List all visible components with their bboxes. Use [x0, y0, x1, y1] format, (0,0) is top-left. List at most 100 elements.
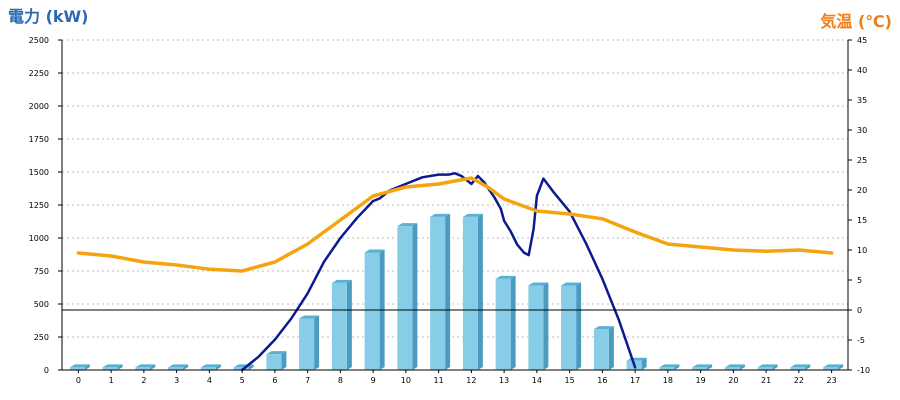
x-tick-label: 16 [597, 376, 607, 385]
bar [430, 216, 446, 370]
x-tick-label: 9 [371, 376, 376, 385]
y-right-tick-label: 30 [857, 126, 867, 135]
x-tick-label: 22 [794, 376, 804, 385]
y-left-tick-label: 1000 [29, 234, 49, 243]
bar-side [150, 364, 156, 370]
x-tick-label: 13 [499, 376, 509, 385]
y-left-title: 電力 (kW) [8, 7, 89, 26]
bar [397, 226, 413, 370]
x-tick-label: 1 [109, 376, 114, 385]
bar [331, 282, 347, 370]
x-tick-label: 8 [338, 376, 343, 385]
bar [364, 252, 380, 370]
y-right-tick-label: 25 [857, 156, 867, 165]
bar [790, 367, 806, 370]
bar-side [477, 213, 483, 370]
y-right-tick-label: 0 [857, 306, 862, 315]
x-tick-label: 3 [174, 376, 179, 385]
bar [724, 367, 740, 370]
x-tick-label: 10 [401, 376, 411, 385]
bar-side [117, 364, 123, 370]
y-left-tick-label: 2250 [29, 69, 49, 78]
x-tick-label: 11 [434, 376, 444, 385]
x-tick-label: 23 [827, 376, 837, 385]
x-tick-label: 17 [630, 376, 640, 385]
temperature-line [76, 176, 834, 273]
bar-top [266, 351, 287, 355]
bar [495, 278, 511, 370]
bar [659, 367, 675, 370]
y-left-tick-label: 1500 [29, 168, 49, 177]
bar [757, 367, 773, 370]
bar-top [364, 249, 385, 253]
bar [462, 216, 478, 370]
bar-side [314, 315, 320, 370]
x-tick-label: 14 [532, 376, 542, 385]
bar [233, 367, 249, 370]
x-tick-label: 21 [761, 376, 771, 385]
bar [561, 285, 577, 370]
line-series [76, 172, 834, 372]
bar-side [543, 282, 549, 370]
bar-side [84, 364, 90, 370]
bar [823, 367, 839, 370]
bar [102, 367, 118, 370]
bar-top [724, 364, 745, 368]
bar-top [561, 282, 582, 286]
x-tick-label: 2 [141, 376, 146, 385]
bar-top [397, 223, 418, 227]
bar-side [510, 275, 516, 370]
bar-side [281, 351, 287, 370]
y-right-tick-label: 5 [857, 276, 862, 285]
bar-side [739, 364, 745, 370]
y-left-tick-label: 1750 [29, 135, 49, 144]
bar-top [135, 364, 156, 368]
power-line [240, 172, 637, 372]
bar [593, 329, 609, 370]
bar-top [757, 364, 778, 368]
bar [692, 367, 708, 370]
y-left-tick-label: 2500 [29, 36, 49, 45]
x-tick-label: 6 [272, 376, 277, 385]
bar-side [445, 213, 451, 370]
bar [299, 318, 315, 370]
y-right-tick-label: -10 [857, 366, 870, 375]
bar-top [790, 364, 811, 368]
bar-top [495, 275, 516, 279]
y-right-tick-label: 15 [857, 216, 867, 225]
y-left-tick-label: 750 [34, 267, 49, 276]
y-right-tick-label: 20 [857, 186, 867, 195]
bar-top [528, 282, 549, 286]
bar-side [215, 364, 221, 370]
bar [168, 367, 184, 370]
y-left-tick-label: 1250 [29, 201, 49, 210]
bar-side [346, 279, 352, 370]
bar-top [102, 364, 123, 368]
bar-side [576, 282, 582, 370]
bar-side [608, 326, 614, 370]
x-tick-label: 12 [466, 376, 476, 385]
bar-top [430, 213, 451, 217]
tick-labels: 0 250 5 0 0 750 1000 1250 1500 1750 2000 2250 2500 -1… [29, 36, 870, 385]
y-right-tick-label: -5 [857, 336, 865, 345]
y-left-tick-label: 250 [34, 333, 49, 342]
y-left-tick-label: 0 [44, 366, 49, 375]
bar [69, 367, 85, 370]
x-tick-label: 7 [305, 376, 310, 385]
gridlines [62, 39, 848, 338]
bar-top [593, 326, 614, 330]
x-tick-label: 15 [565, 376, 575, 385]
x-tick-label: 19 [696, 376, 706, 385]
y-right-tick-label: 45 [857, 36, 867, 45]
bar-top [659, 364, 680, 368]
y-right-title: 気温 (℃) [820, 12, 892, 31]
bar-side [772, 364, 778, 370]
x-tick-label: 4 [207, 376, 212, 385]
y-left-tick-label: 2000 [29, 102, 49, 111]
bar-top [168, 364, 189, 368]
x-tick-label: 18 [663, 376, 673, 385]
x-tick-label: 0 [76, 376, 81, 385]
bar-side [183, 364, 189, 370]
bar-top [299, 315, 320, 319]
